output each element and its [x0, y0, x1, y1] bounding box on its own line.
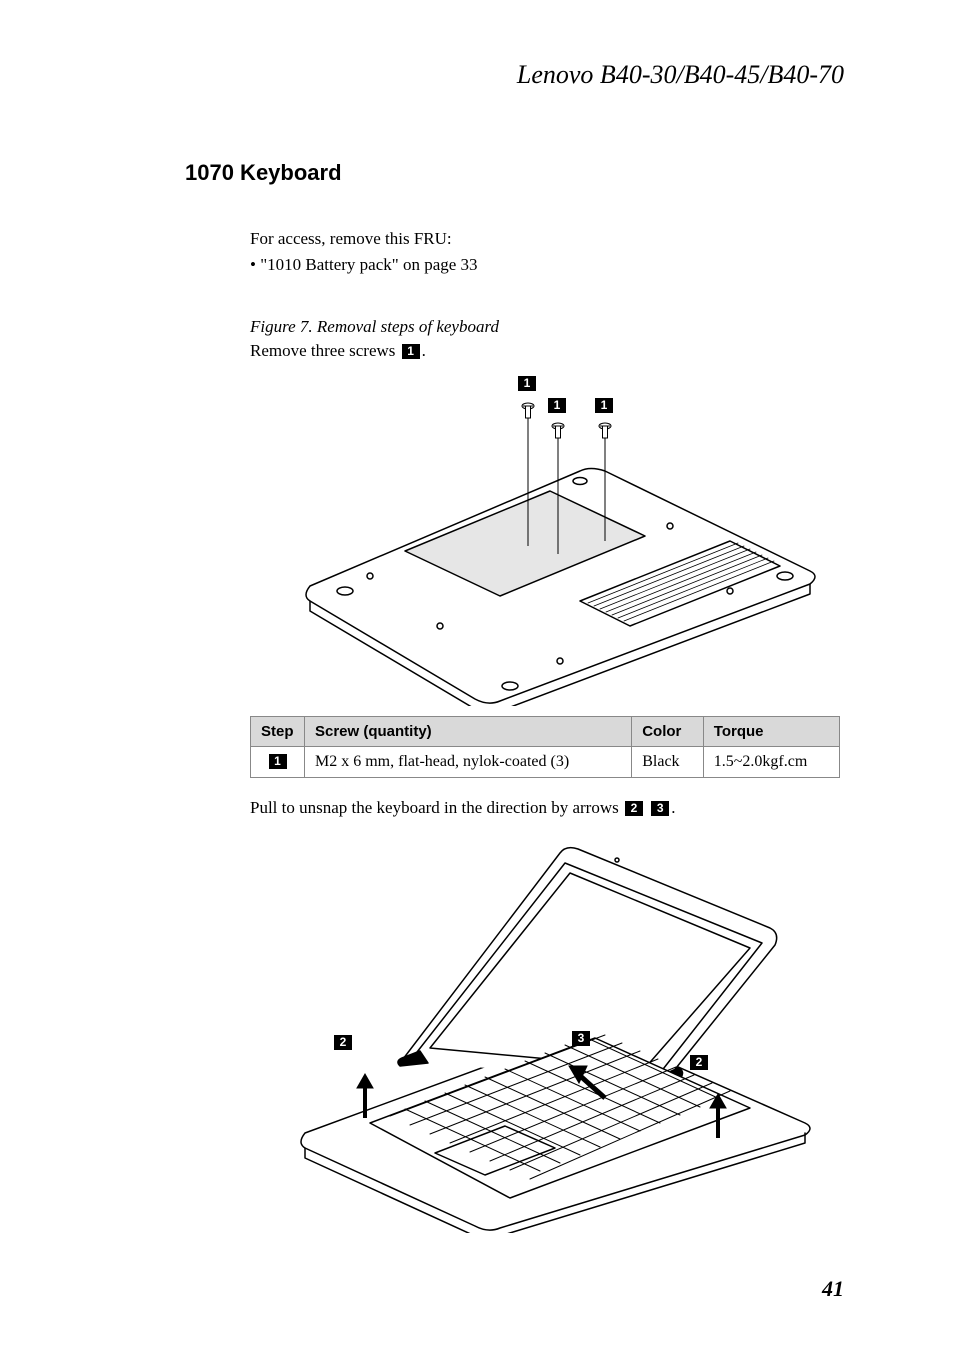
th-color: Color	[632, 717, 704, 747]
fig2-callout-2a: 2	[334, 1035, 352, 1050]
figure-2-drawing: 2 2 3	[250, 833, 835, 1233]
fig2-callout-3: 3	[572, 1031, 590, 1046]
instruction-1-post: .	[422, 341, 426, 360]
th-torque: Torque	[703, 717, 839, 747]
row1-torque: 1.5~2.0kgf.cm	[703, 747, 839, 778]
callout-1-inline: 1	[402, 344, 420, 359]
access-bullet-text: "1010 Battery pack" on page 33	[260, 255, 477, 274]
table-row: 1 M2 x 6 mm, flat-head, nylok-coated (3)…	[251, 747, 840, 778]
screw-table: Step Screw (quantity) Color Torque 1 M2 …	[250, 716, 840, 778]
row1-step-callout: 1	[269, 754, 287, 769]
fig2-callout-2b: 2	[690, 1055, 708, 1070]
fig1-callout-1b: 1	[548, 398, 566, 413]
page-header: Lenovo B40-30/B40-45/B40-70	[195, 60, 844, 90]
instruction-2: Pull to unsnap the keyboard in the direc…	[250, 798, 844, 818]
instruction-2-post: .	[671, 798, 675, 817]
fig1-callout-1c: 1	[595, 398, 613, 413]
access-bullet: • "1010 Battery pack" on page 33	[250, 252, 844, 278]
page-number: 41	[822, 1276, 844, 1302]
callout-3-inline: 3	[651, 801, 669, 816]
section-title: 1070 Keyboard	[185, 160, 844, 186]
page: Lenovo B40-30/B40-45/B40-70 1070 Keyboar…	[0, 0, 954, 1352]
row1-color: Black	[632, 747, 704, 778]
row1-screw: M2 x 6 mm, flat-head, nylok-coated (3)	[305, 747, 632, 778]
instruction-1-pre: Remove three screws	[250, 341, 400, 360]
instruction-1: Remove three screws 1.	[250, 341, 844, 361]
figure-1-drawing: 1 1 1	[250, 376, 835, 706]
th-screw: Screw (quantity)	[305, 717, 632, 747]
callout-2-inline: 2	[625, 801, 643, 816]
access-intro: For access, remove this FRU:	[250, 226, 844, 252]
figure-caption: Figure 7. Removal steps of keyboard	[250, 317, 844, 337]
instruction-2-pre: Pull to unsnap the keyboard in the direc…	[250, 798, 623, 817]
fig1-callout-1a: 1	[518, 376, 536, 391]
th-step: Step	[251, 717, 305, 747]
